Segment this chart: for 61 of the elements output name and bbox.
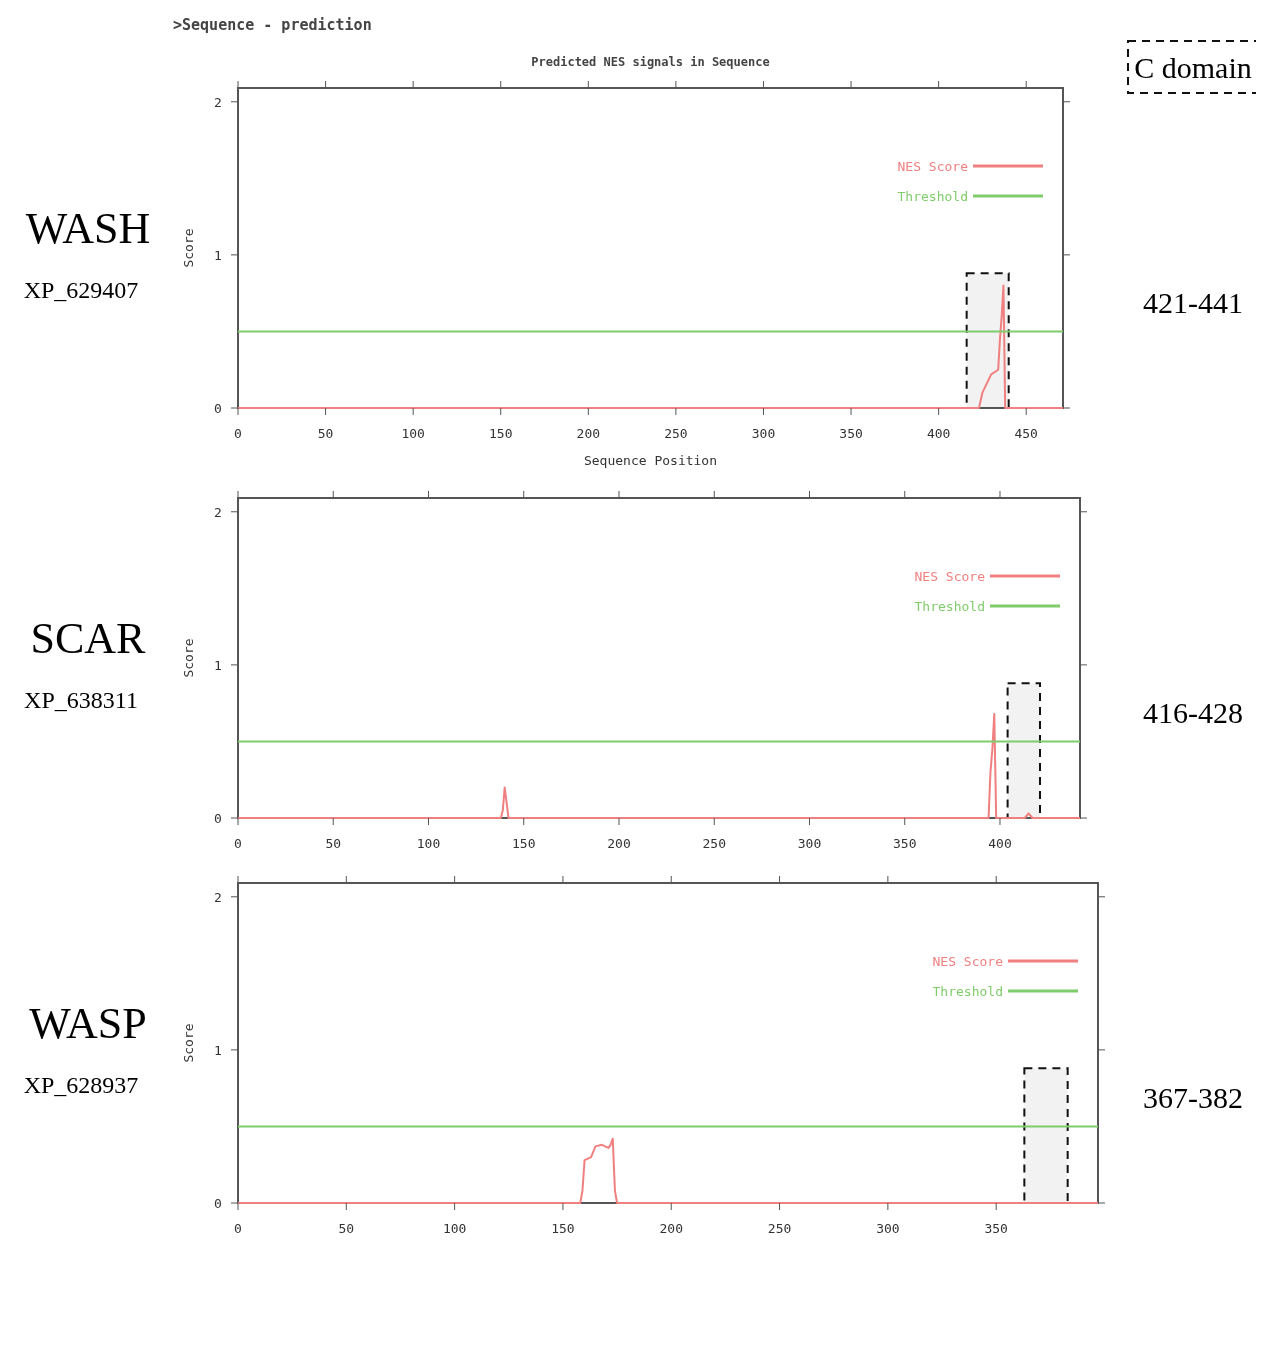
- y-tick-label: 1: [214, 1042, 222, 1058]
- x-tick-label: 200: [607, 836, 631, 851]
- x-tick-label: 100: [442, 1221, 467, 1236]
- text: SCAR: [30, 614, 147, 663]
- y-axis-title: Score: [181, 1023, 196, 1063]
- text: XP_638311: [24, 687, 138, 713]
- y-tick-label: 0: [214, 1196, 222, 1211]
- x-tick-label: 50: [317, 426, 334, 441]
- x-tick-label: 300: [876, 1221, 900, 1236]
- x-tick-label: 150: [551, 1221, 575, 1236]
- x-tick-label: 450: [1014, 426, 1038, 441]
- y-tick-label: 1: [214, 247, 222, 263]
- x-tick-label: 350: [839, 426, 863, 441]
- chart-title: >Sequence - prediction: [173, 16, 372, 34]
- y-tick-label: 2: [214, 889, 222, 905]
- x-tick-label: 50: [325, 836, 342, 851]
- x-tick-label: 250: [767, 1221, 792, 1236]
- text: WASP: [29, 999, 147, 1048]
- line-series: [237, 712, 1081, 819]
- y-tick-label: 0: [214, 811, 222, 826]
- y-tick-label: 0: [214, 401, 222, 416]
- chart-subtitle: Predicted NES signals in Sequence: [531, 55, 770, 69]
- text: Threshold: [914, 599, 985, 614]
- x-tick-label: 400: [988, 836, 1012, 851]
- x-tick-label: 300: [797, 836, 822, 851]
- x-tick-label: 350: [893, 836, 917, 851]
- x-tick-label: 0: [234, 426, 242, 441]
- text: 367-382: [1143, 1081, 1243, 1115]
- text: 416-428: [1143, 696, 1243, 730]
- text: C domain: [1134, 51, 1252, 84]
- x-tick-label: 150: [512, 836, 536, 851]
- text: Threshold: [932, 984, 1003, 999]
- x-tick-label: 350: [984, 1221, 1008, 1236]
- x-tick-label: 400: [926, 426, 951, 441]
- x-tick-label: 250: [702, 836, 726, 851]
- x-tick-label: 250: [664, 426, 688, 441]
- line-series: [237, 1137, 1099, 1204]
- y-tick-label: 2: [214, 94, 222, 110]
- text: XP_628937: [23, 1072, 139, 1098]
- text: NES Score: [914, 569, 986, 584]
- x-tick-label: 150: [489, 426, 513, 441]
- text: NES Score: [932, 954, 1004, 969]
- text: WASH: [25, 204, 151, 253]
- x-tick-label: 300: [751, 426, 776, 441]
- y-tick-label: 2: [214, 504, 222, 520]
- text: NES Score: [897, 159, 969, 174]
- y-tick-label: 1: [214, 657, 222, 673]
- x-tick-label: 0: [234, 1221, 242, 1236]
- x-tick-label: 0: [234, 836, 242, 851]
- text: XP_629407: [23, 277, 139, 303]
- text: 421-441: [1143, 286, 1243, 320]
- x-tick-label: 100: [416, 836, 441, 851]
- line-series: [237, 284, 1064, 409]
- x-tick-label: 200: [576, 426, 601, 441]
- x-tick-label: 100: [401, 426, 425, 441]
- x-tick-label: 200: [659, 1221, 683, 1236]
- y-axis-title: Score: [181, 638, 196, 678]
- text: Threshold: [897, 189, 968, 204]
- y-axis-title: Score: [181, 228, 196, 268]
- x-axis-title: Sequence Position: [583, 453, 718, 468]
- x-tick-label: 50: [338, 1221, 355, 1236]
